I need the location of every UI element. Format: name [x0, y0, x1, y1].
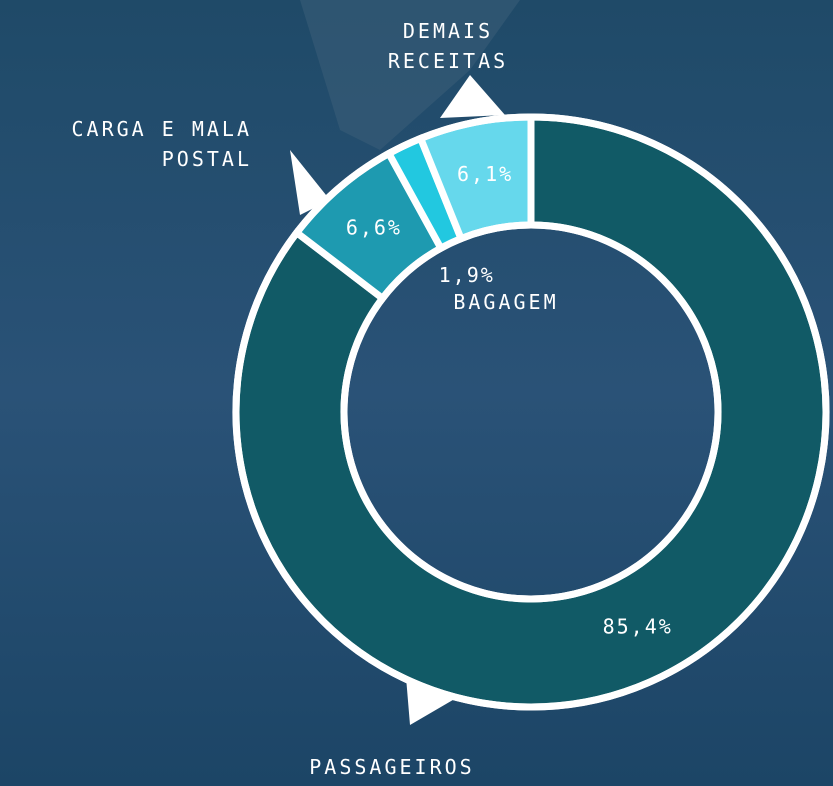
- category-label: CARGA E MALA POSTAL: [12, 114, 252, 174]
- category-label: PASSAGEIROS: [232, 752, 552, 782]
- value-label: 1,9%: [439, 263, 495, 287]
- category-label: DEMAIS RECEITAS: [358, 16, 538, 76]
- value-label: 6,1%: [457, 162, 513, 186]
- page: 85,4% 6,6% 1,9% 6,1% PASSAGEIROS CARGA E MAL…: [0, 0, 833, 786]
- value-label: 6,6%: [346, 216, 402, 240]
- value-label: 85,4%: [603, 615, 673, 639]
- category-label: BAGAGEM: [436, 287, 576, 317]
